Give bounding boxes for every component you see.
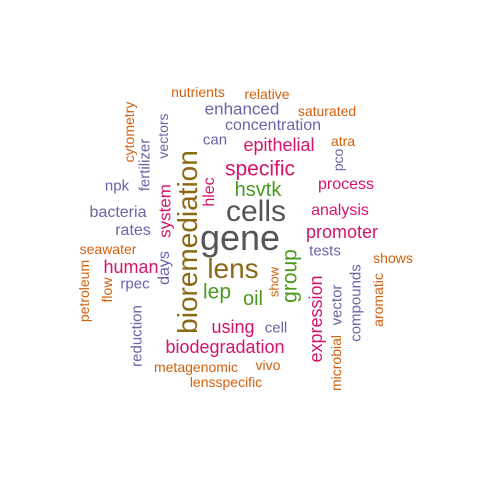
word-human: human	[103, 257, 159, 277]
word-show: show	[266, 266, 282, 298]
word-cytometry: cytometry	[121, 101, 137, 163]
word-pco: pco	[330, 148, 346, 172]
word-rpec: rpec	[120, 275, 150, 293]
word-npk: npk	[104, 177, 130, 195]
word-microbial: microbial	[328, 334, 344, 392]
word-relative: relative	[244, 86, 290, 102]
word-can: can	[202, 131, 228, 149]
word-vector: vector	[328, 284, 346, 326]
word-metagenomic: metagenomic	[153, 359, 239, 375]
word-system: system	[155, 184, 175, 238]
word-gene: gene	[199, 217, 281, 258]
word-cell: cell	[264, 319, 288, 337]
word-process: process	[317, 176, 375, 193]
word-atra: atra	[330, 133, 356, 149]
word-fertilizer: fertilizer	[136, 138, 154, 192]
word-tests: tests	[309, 242, 341, 260]
word-hsvtk: hsvtk	[234, 179, 282, 201]
word-bioremediation: bioremediation	[172, 150, 203, 334]
word-bacteria: bacteria	[89, 204, 147, 221]
word-saturated: saturated	[297, 103, 357, 119]
word-aromatic: aromatic	[370, 273, 386, 327]
word-enhanced: enhanced	[204, 99, 280, 119]
word-epithelial: epithelial	[243, 135, 315, 155]
word-vectors: vectors	[155, 113, 171, 159]
word-biodegradation: biodegradation	[165, 337, 285, 357]
word-using: using	[211, 317, 255, 337]
word-group: group	[278, 249, 302, 303]
word-seawater: seawater	[79, 241, 137, 257]
word-rates: rates	[115, 222, 151, 239]
word-nutrients: nutrients	[171, 84, 225, 100]
word-analysis: analysis	[311, 202, 369, 219]
word-lensspecific: lensspecific	[189, 374, 263, 390]
word-lep: lep	[202, 280, 232, 304]
word-specific: specific	[224, 157, 296, 181]
word-oil: oil	[242, 288, 264, 310]
word-shows: shows	[373, 250, 413, 266]
word-concentration: concentration	[224, 117, 322, 134]
word-reduction: reduction	[128, 305, 146, 367]
word-expression: expression	[306, 275, 326, 363]
word-promoter: promoter	[305, 222, 379, 242]
word-flow: flow	[99, 277, 115, 303]
word-days: days	[156, 251, 173, 285]
word-lens: lens	[207, 253, 259, 284]
word-vivo: vivo	[255, 357, 281, 373]
word-cells: cells	[225, 195, 287, 228]
word-hlec: hlec	[201, 177, 218, 207]
word-compounds: compounds	[347, 264, 365, 342]
word-petroleum: petroleum	[76, 259, 92, 323]
